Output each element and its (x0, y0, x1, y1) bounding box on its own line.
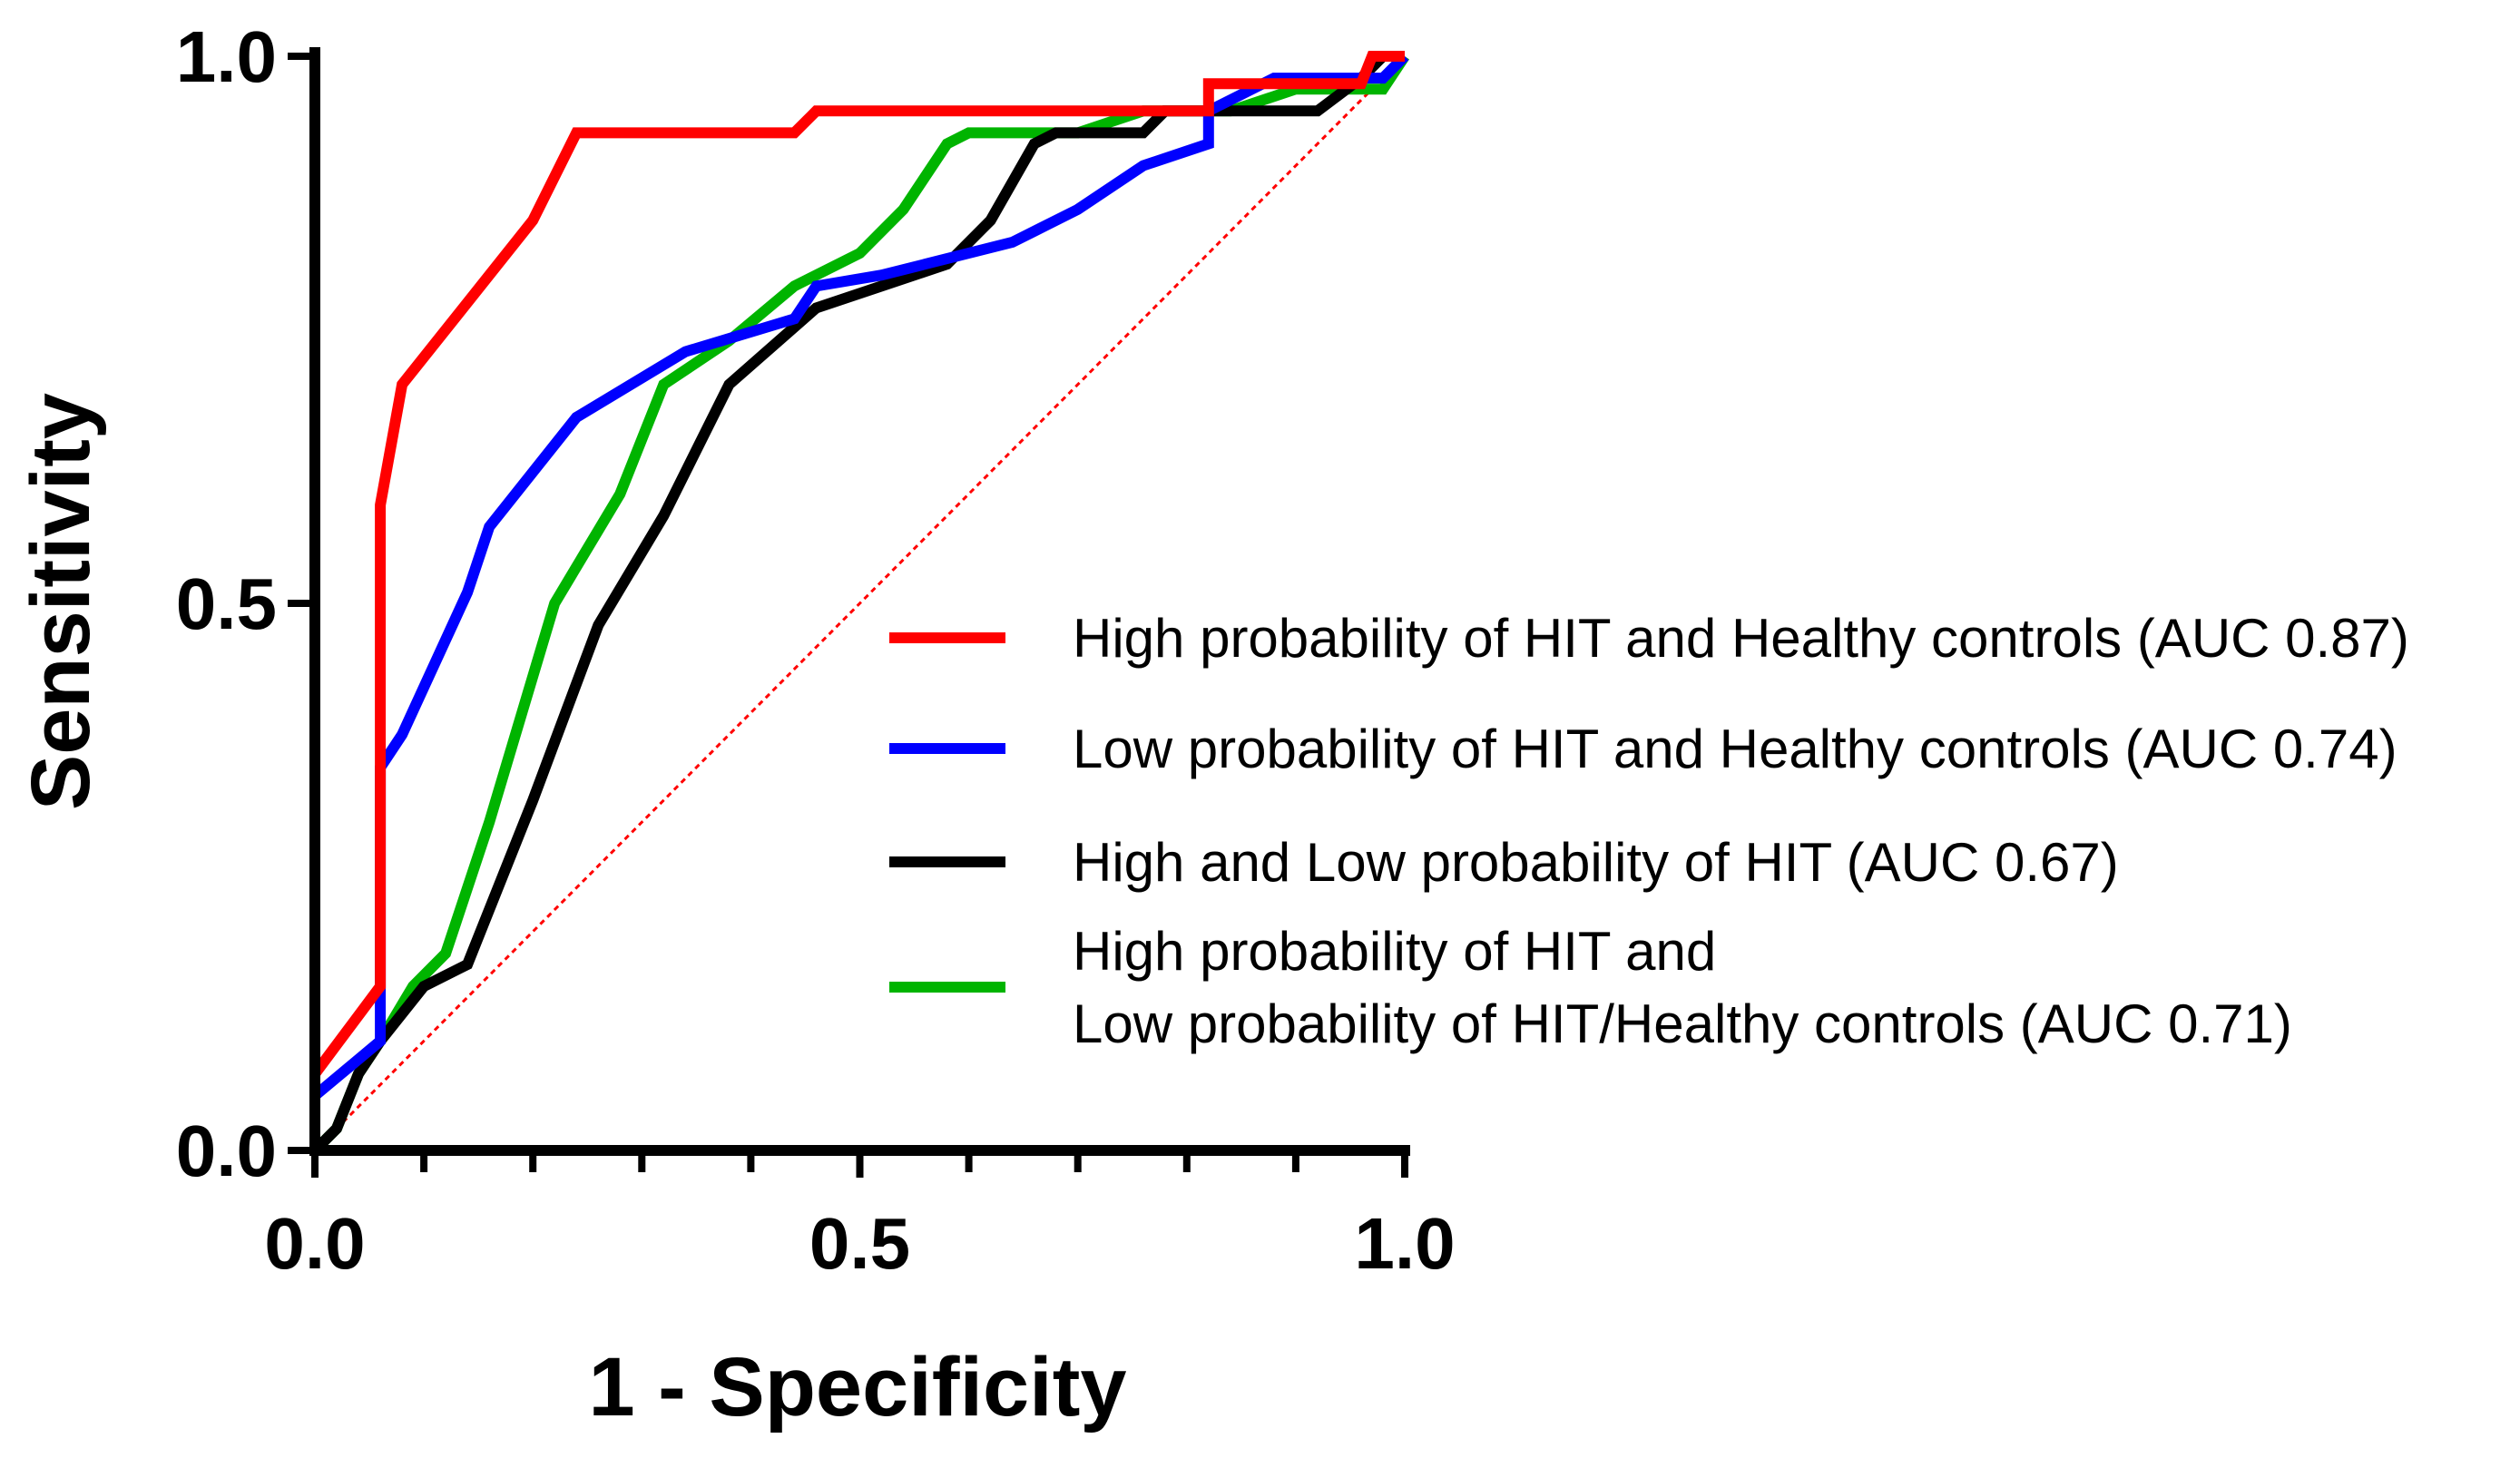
legend: High probability of HIT and Healthy cont… (889, 608, 2409, 1054)
legend-label-4: Low probability of HIT/Healthy controls … (1073, 993, 2292, 1054)
series-line-1 (309, 51, 1405, 1150)
y-axis-title: Sensitivity (15, 393, 107, 810)
y-tick-label: 0.5 (176, 563, 277, 644)
x-tick-label: 1.0 (1354, 1203, 1455, 1284)
ticks: 0.0 0.5 1.0 0.0 0.5 1.0 (176, 16, 1456, 1284)
legend-label-1: High probability of HIT and Healthy cont… (1073, 608, 2409, 669)
x-axis-title: 1 - Specificity (588, 1341, 1126, 1434)
legend-label-4: High probability of HIT and (1073, 921, 1716, 982)
x-tick-label: 0.0 (264, 1203, 365, 1284)
reference-layer (313, 54, 1407, 1152)
series-line-3 (310, 52, 1387, 1155)
legend-label-3: High and Low probability of HIT (AUC 0.6… (1073, 832, 2119, 893)
series-line-2 (311, 52, 1409, 1101)
reference-diagonal-line (313, 54, 1407, 1152)
legend-label-2: Low probability of HIT and Healthy contr… (1073, 719, 2397, 779)
x-tick-label: 0.5 (809, 1203, 910, 1284)
series-layer (309, 51, 1410, 1155)
y-tick-label: 0.0 (176, 1111, 277, 1191)
y-tick-label: 1.0 (176, 16, 277, 97)
